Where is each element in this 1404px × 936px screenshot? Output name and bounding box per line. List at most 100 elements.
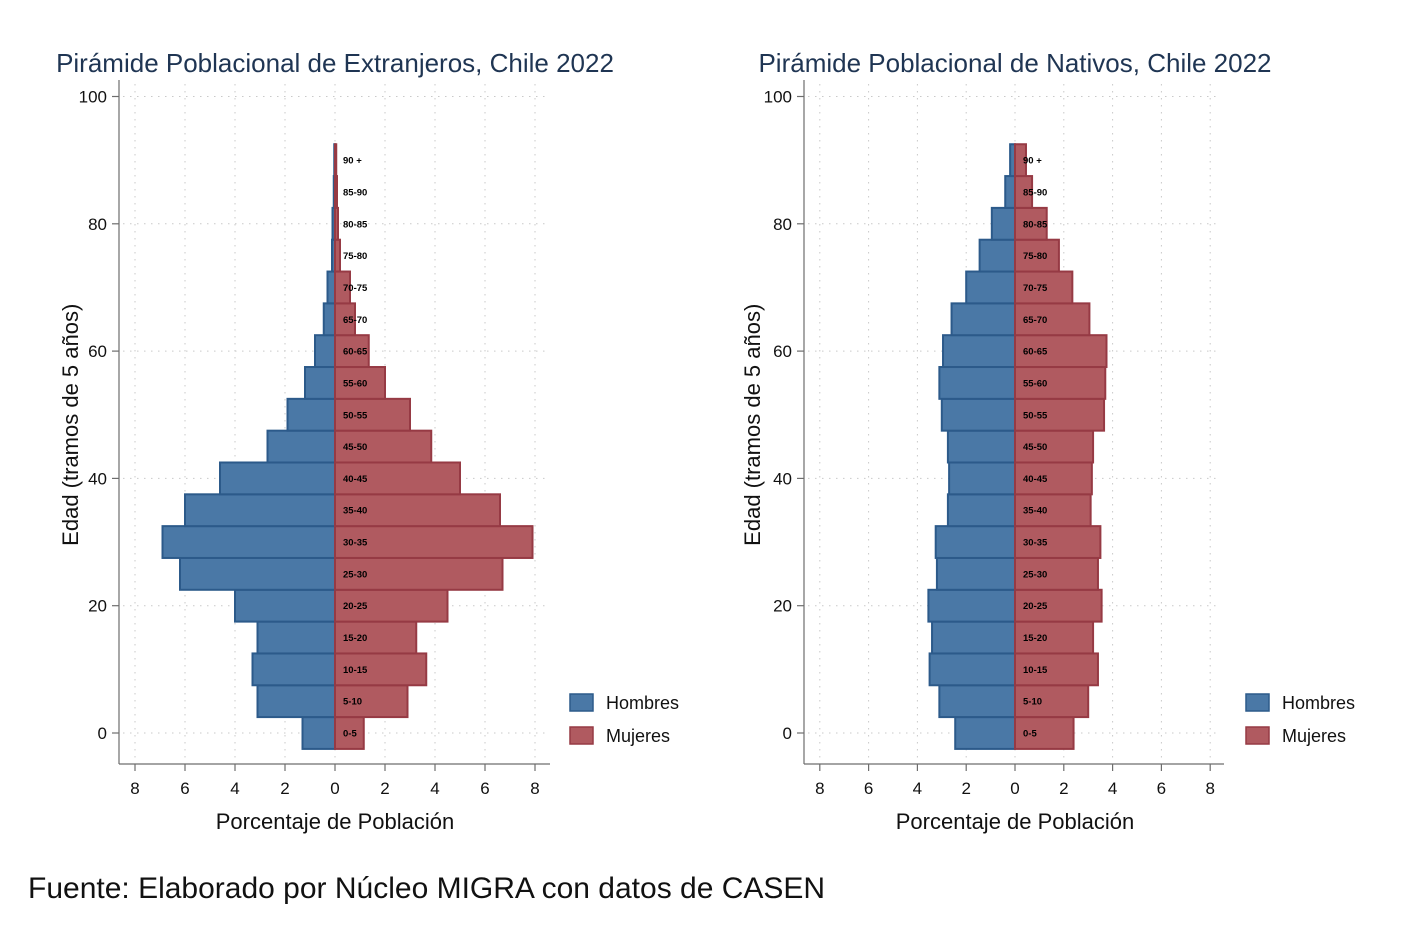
- bar-hombres-45-50: [266, 429, 336, 464]
- x-tick-label: 2: [280, 779, 289, 798]
- age-group-label: 25-30: [343, 569, 367, 580]
- bar-hombres-50-55: [940, 397, 1016, 432]
- bar-hombres-65-70: [322, 302, 336, 337]
- bar-hombres-45-50: [946, 429, 1017, 464]
- age-group-label: 5-10: [1023, 697, 1042, 708]
- bar-mujeres-50-55: [1014, 397, 1106, 432]
- age-group-label: 80-85: [1023, 219, 1048, 230]
- bar-mujeres-40-45: [1014, 461, 1093, 496]
- bar-hombres-35-40: [946, 493, 1017, 528]
- chart-nativos: Pirámide Poblacional de Nativos, Chile 2…: [740, 48, 1355, 834]
- bar-hombres-75-80: [978, 238, 1016, 273]
- age-group-label: 75-80: [343, 251, 367, 262]
- age-group-label: 40-45: [1023, 474, 1048, 485]
- bar-hombres-25-30: [935, 556, 1016, 591]
- bar-hombres-80-85: [990, 206, 1017, 241]
- legend-swatch-hombres: [569, 693, 594, 712]
- bar-mujeres-90: [1014, 143, 1027, 178]
- x-tick-label: 8: [530, 779, 539, 798]
- bar-hombres-35-40: [184, 493, 336, 528]
- age-group-label: 60-65: [1023, 347, 1048, 358]
- legend-swatch-mujeres: [569, 726, 594, 745]
- age-group-label: 75-80: [1023, 251, 1047, 262]
- age-group-label: 10-15: [1023, 665, 1048, 676]
- y-axis-title: Edad (tramos de 5 años): [58, 304, 83, 546]
- bar-hombres-60-65: [942, 334, 1017, 369]
- age-group-label: 35-40: [343, 506, 367, 517]
- age-group-label: 10-15: [343, 665, 368, 676]
- age-group-label: 60-65: [343, 347, 368, 358]
- bar-hombres-85-90: [1004, 175, 1016, 209]
- age-group-label: 20-25: [343, 601, 368, 612]
- x-tick-label: 4: [230, 779, 239, 798]
- bar-mujeres-55-60: [334, 366, 386, 400]
- bar-hombres-0-5: [954, 716, 1016, 750]
- age-group-label: 0-5: [1023, 729, 1037, 740]
- age-group-label: 70-75: [343, 283, 368, 294]
- bar-hombres-15-20: [931, 620, 1016, 655]
- bar-mujeres-0-5: [1014, 716, 1075, 750]
- x-tick-label: 4: [913, 779, 922, 798]
- legend-label-mujeres: Mujeres: [1282, 726, 1346, 746]
- bar-mujeres-5-10: [334, 684, 409, 719]
- x-axis-title: Porcentaje de Población: [896, 809, 1135, 834]
- age-group-label: 85-90: [343, 187, 367, 198]
- bar-hombres-70-75: [326, 270, 336, 305]
- bar-mujeres-10-15: [1014, 652, 1099, 687]
- y-tick-label: 60: [88, 342, 107, 361]
- age-group-label: 50-55: [343, 410, 368, 421]
- x-tick-label: 2: [1059, 779, 1068, 798]
- bar-hombres-10-15: [251, 652, 336, 687]
- bar-hombres-55-60: [304, 366, 336, 400]
- legend-label-hombres: Hombres: [1282, 693, 1355, 713]
- y-tick-label: 40: [773, 469, 792, 488]
- y-tick-label: 0: [783, 724, 792, 743]
- y-tick-label: 80: [88, 215, 107, 234]
- x-tick-label: 8: [1205, 779, 1214, 798]
- bar-mujeres-80-85: [334, 206, 339, 241]
- x-axis-title: Porcentaje de Población: [216, 809, 455, 834]
- chart-title: Pirámide Poblacional de Nativos, Chile 2…: [758, 48, 1271, 78]
- bar-hombres-60-65: [314, 334, 336, 369]
- legend-swatch-hombres: [1245, 693, 1270, 712]
- age-group-label: 65-70: [1023, 315, 1047, 326]
- legend-label-hombres: Hombres: [606, 693, 679, 713]
- age-group-label: 90 +: [343, 156, 362, 167]
- x-tick-label: 6: [864, 779, 873, 798]
- bar-mujeres-80-85: [1014, 206, 1048, 241]
- bar-mujeres-70-75: [334, 270, 351, 305]
- bar-hombres-0-5: [301, 716, 336, 750]
- age-group-label: 70-75: [1023, 283, 1048, 294]
- x-tick-label: 8: [130, 779, 139, 798]
- bar-hombres-30-35: [934, 525, 1017, 559]
- age-group-label: 80-85: [343, 219, 368, 230]
- x-tick-label: 6: [1157, 779, 1166, 798]
- bar-mujeres-40-45: [334, 461, 461, 496]
- bar-mujeres-30-35: [334, 525, 534, 559]
- bar-hombres-70-75: [965, 270, 1017, 305]
- bar-hombres-20-25: [234, 588, 336, 623]
- age-group-label: 35-40: [1023, 506, 1047, 517]
- age-group-label: 45-50: [1023, 442, 1047, 453]
- age-group-label: 5-10: [343, 697, 362, 708]
- bar-mujeres-45-50: [334, 429, 433, 464]
- y-tick-label: 0: [98, 724, 107, 743]
- age-group-label: 25-30: [1023, 569, 1047, 580]
- y-tick-label: 20: [88, 597, 107, 616]
- bar-mujeres-30-35: [1014, 525, 1102, 559]
- age-group-label: 0-5: [343, 729, 357, 740]
- bar-hombres-65-70: [950, 302, 1016, 337]
- bar-hombres-5-10: [938, 684, 1016, 719]
- bar-mujeres-15-20: [1014, 620, 1095, 655]
- age-group-label: 85-90: [1023, 187, 1047, 198]
- age-group-label: 65-70: [343, 315, 367, 326]
- x-tick-label: 0: [330, 779, 339, 798]
- x-tick-label: 2: [380, 779, 389, 798]
- bar-hombres-10-15: [928, 652, 1016, 687]
- y-tick-label: 60: [773, 342, 792, 361]
- legend-swatch-mujeres: [1245, 726, 1270, 745]
- bar-mujeres-45-50: [1014, 429, 1095, 464]
- bar-mujeres-85-90: [334, 175, 338, 209]
- bar-mujeres-0-5: [334, 716, 365, 750]
